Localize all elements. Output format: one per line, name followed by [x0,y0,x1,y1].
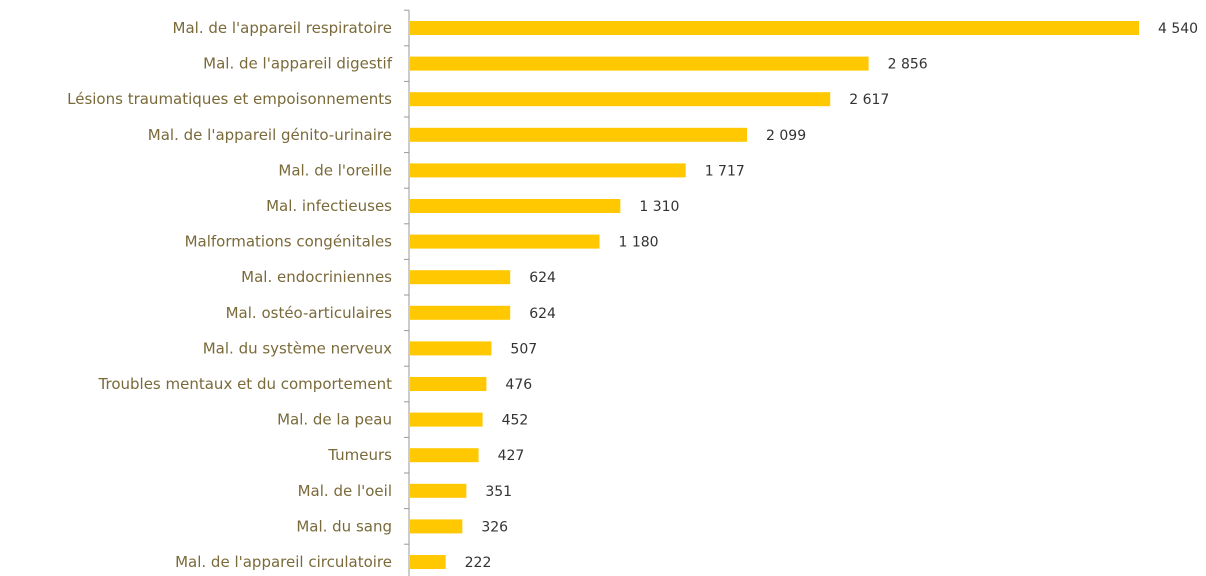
value-label: 427 [498,448,525,464]
value-label: 222 [465,555,492,571]
bar [410,92,831,107]
bar [410,234,600,249]
value-label: 1 180 [618,235,658,251]
category-label: Mal. de l'appareil génito-urinaire [148,126,392,144]
value-label: 1 310 [639,199,679,215]
bar [410,555,446,569]
value-label: 452 [502,413,529,429]
category-label: Tumeurs [327,446,392,464]
bar [410,56,869,71]
bar [410,305,511,320]
category-label: Lésions traumatiques et empoisonnements [67,90,392,108]
category-label: Mal. de l'appareil respiratoire [173,19,392,37]
bar [410,270,511,285]
value-label: 4 540 [1158,21,1198,37]
value-label: 476 [505,377,532,393]
bar [410,519,463,534]
category-label: Mal. ostéo-articulaires [226,304,393,322]
bar [410,163,686,178]
category-label: Mal. de la peau [277,411,392,429]
category-label: Malformations congénitales [185,233,393,251]
value-label: 507 [510,341,537,357]
value-label: 2 617 [849,92,889,108]
bar [410,377,487,391]
bars-layer [410,21,1139,569]
category-label: Mal. de l'oeil [298,482,392,500]
category-label: Mal. du sang [296,517,392,535]
bar [410,483,467,498]
value-label: 351 [485,484,512,500]
bar [410,199,621,213]
value-label: 624 [529,270,556,286]
category-label: Mal. de l'oreille [278,161,392,179]
category-label: Troubles mentaux et du comportement [98,375,393,393]
bar [410,341,492,356]
bar [410,448,479,463]
bar [410,21,1139,35]
value-label: 326 [481,519,508,535]
category-label: Mal. infectieuses [266,197,392,215]
value-label: 624 [529,306,556,322]
category-label: Mal. de l'appareil circulatoire [175,553,392,571]
value-label: 2 856 [888,57,928,73]
labels-layer: Mal. de l'appareil respiratoire 4 540 Mal.… [67,19,1198,571]
bar [410,127,748,142]
value-label: 1 717 [705,163,745,179]
bar [410,412,483,427]
category-label: Mal. de l'appareil digestif [203,55,393,73]
value-label: 2 099 [766,128,806,144]
category-label: Mal. endocriniennes [241,268,392,286]
axis-layer [404,9,410,576]
category-label: Mal. du système nerveux [203,339,392,357]
